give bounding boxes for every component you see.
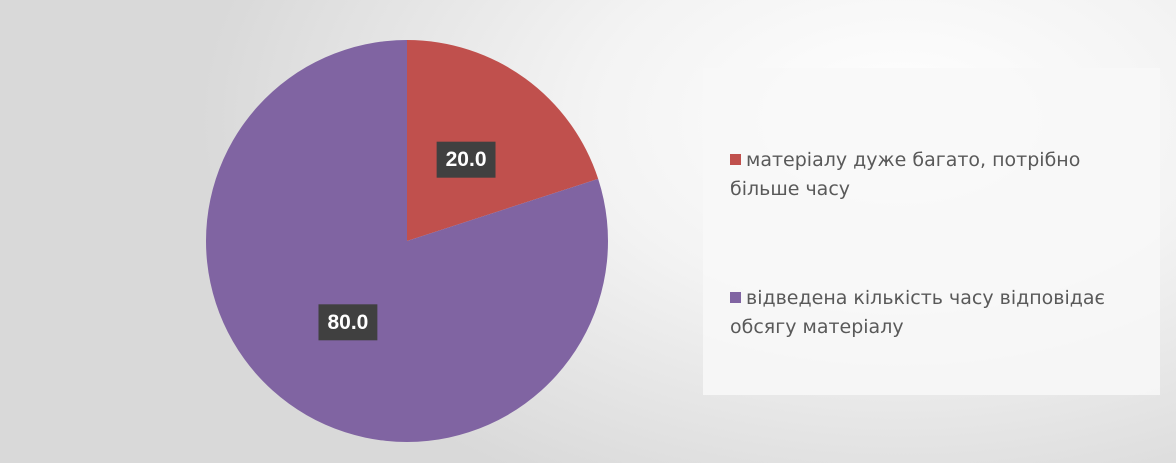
legend-label: матеріалу дуже багато, потрібно більше ч… <box>730 149 1081 200</box>
legend-swatch <box>730 154 741 165</box>
data-label-text: 20.0 <box>446 148 487 171</box>
pie-area: 20.0 80.0 <box>206 40 608 442</box>
pie-slice <box>206 40 608 442</box>
pie-slice <box>407 40 599 241</box>
legend-swatch <box>730 292 741 303</box>
data-label-text: 80.0 <box>327 311 368 334</box>
legend-label: відведена кількість часу відповідає обся… <box>730 287 1105 338</box>
legend: матеріалу дуже багато, потрібно більше ч… <box>703 68 1160 395</box>
data-label: 80.0 <box>318 304 378 341</box>
legend-entry: матеріалу дуже багато, потрібно більше ч… <box>730 146 1150 204</box>
data-label-box <box>318 304 378 341</box>
legend-entry: відведена кількість часу відповідає обся… <box>730 284 1150 342</box>
data-label-box <box>436 141 496 178</box>
data-label: 20.0 <box>436 141 496 178</box>
